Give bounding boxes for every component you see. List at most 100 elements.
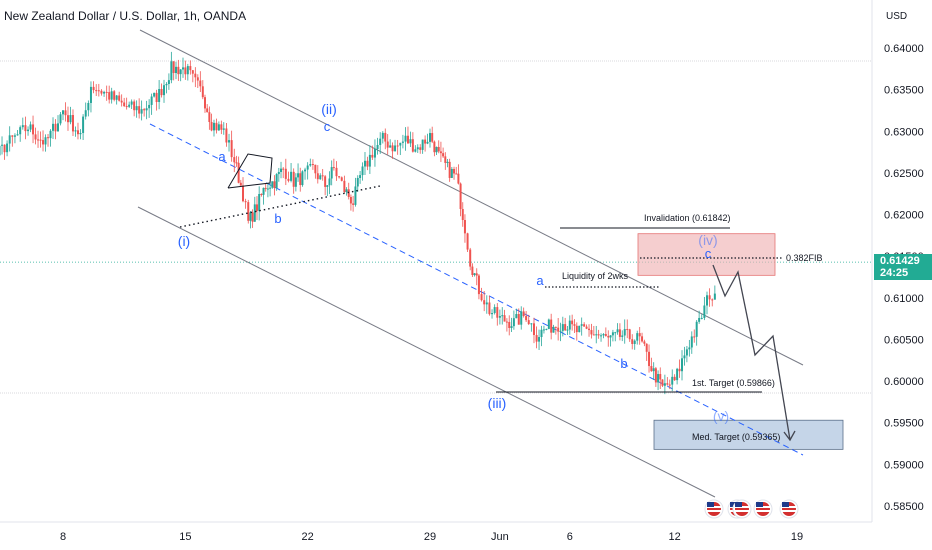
y-tick-label: 0.63500 bbox=[884, 85, 924, 97]
candle-body bbox=[661, 379, 664, 386]
candle-body bbox=[163, 85, 166, 96]
candle-body bbox=[663, 383, 666, 386]
candle-body bbox=[384, 132, 387, 142]
candle-body bbox=[376, 144, 379, 150]
candle-body bbox=[326, 185, 329, 187]
candle-body bbox=[671, 376, 674, 385]
candle-body bbox=[215, 122, 218, 131]
candle-body bbox=[100, 90, 103, 94]
candle-body bbox=[125, 106, 128, 108]
candle-body bbox=[685, 349, 688, 356]
candle-body bbox=[638, 333, 641, 337]
candle-body bbox=[583, 324, 586, 327]
candle-body bbox=[361, 166, 364, 176]
candle-body bbox=[538, 337, 541, 342]
candle-body bbox=[371, 154, 374, 158]
candle-body bbox=[592, 334, 595, 336]
flag-canton bbox=[782, 502, 789, 507]
candle-body bbox=[525, 316, 528, 321]
candle-body bbox=[600, 335, 603, 337]
candle-body bbox=[59, 114, 62, 124]
candle-body bbox=[386, 141, 389, 148]
candle-body bbox=[258, 193, 261, 211]
candle-body bbox=[690, 336, 693, 348]
candle-body bbox=[498, 316, 501, 318]
candle-body bbox=[155, 92, 158, 103]
candle-body bbox=[542, 329, 545, 331]
candle-body bbox=[433, 141, 436, 153]
candle-body bbox=[264, 187, 267, 189]
candle-body bbox=[530, 323, 533, 325]
x-tick-label: 15 bbox=[179, 531, 191, 543]
chart-title: New Zealand Dollar / U.S. Dollar, 1h, OA… bbox=[4, 9, 247, 23]
candle-body bbox=[501, 315, 504, 317]
candle-body bbox=[266, 188, 269, 190]
candle-body bbox=[711, 299, 714, 301]
candle-body bbox=[659, 374, 662, 380]
candle-body bbox=[618, 329, 621, 337]
candle-body bbox=[301, 171, 304, 186]
candle-body bbox=[585, 326, 588, 329]
candle-body bbox=[609, 335, 612, 338]
candle-body bbox=[650, 366, 653, 372]
candle-body bbox=[424, 139, 427, 144]
y-tick-label: 0.58500 bbox=[884, 501, 924, 513]
candle-body bbox=[306, 165, 309, 170]
candle-body bbox=[399, 142, 402, 146]
candle-body bbox=[404, 135, 407, 142]
candle-body bbox=[49, 130, 52, 139]
candle-body bbox=[508, 321, 511, 328]
candle-body bbox=[654, 368, 657, 383]
candle-body bbox=[37, 139, 40, 141]
candle-body bbox=[648, 351, 651, 367]
candle-body bbox=[6, 143, 9, 153]
y-tick-label: 0.64000 bbox=[884, 43, 924, 55]
candle-body bbox=[588, 328, 591, 331]
candle-body bbox=[466, 233, 469, 250]
candle-body bbox=[314, 164, 317, 174]
candle-body bbox=[705, 295, 708, 306]
candle-body bbox=[352, 203, 355, 205]
candle-body bbox=[138, 106, 141, 114]
candle-body bbox=[27, 129, 30, 132]
candle-body bbox=[79, 132, 82, 135]
candle-body bbox=[426, 141, 429, 144]
candle-body bbox=[103, 91, 106, 94]
candle-body bbox=[396, 145, 399, 147]
candle-body bbox=[703, 305, 706, 318]
candle-body bbox=[175, 66, 178, 74]
candle-body bbox=[44, 137, 47, 145]
candle-body bbox=[450, 168, 453, 178]
candle-body bbox=[110, 91, 113, 100]
candle-body bbox=[652, 368, 655, 372]
candle-body bbox=[251, 212, 254, 222]
candle-body bbox=[695, 321, 698, 337]
channel-mid-line bbox=[149, 123, 804, 456]
candle-body bbox=[32, 124, 35, 135]
candle-body bbox=[448, 161, 451, 178]
candle-body bbox=[678, 368, 681, 372]
candle-body bbox=[566, 329, 569, 331]
candle-body bbox=[255, 204, 258, 211]
candle-body bbox=[3, 144, 6, 153]
candle-body bbox=[212, 122, 215, 131]
wave-sub-label: b bbox=[274, 211, 281, 226]
candle-body bbox=[356, 177, 359, 187]
candle-body bbox=[54, 123, 57, 132]
candle-body bbox=[463, 220, 466, 234]
candle-body bbox=[290, 171, 293, 181]
candle-body bbox=[230, 140, 233, 158]
candle-body bbox=[571, 320, 574, 325]
candle-body bbox=[568, 320, 571, 330]
candle-body bbox=[167, 80, 170, 85]
candle-body bbox=[480, 294, 483, 301]
candle-body bbox=[496, 307, 499, 318]
y-tick-label: 0.60000 bbox=[884, 376, 924, 388]
candle-body bbox=[645, 343, 648, 352]
candle-body bbox=[237, 162, 240, 183]
currency-label: USD bbox=[886, 11, 907, 22]
candle-body bbox=[244, 201, 247, 203]
candle-body bbox=[698, 317, 701, 322]
candle-body bbox=[39, 139, 42, 141]
